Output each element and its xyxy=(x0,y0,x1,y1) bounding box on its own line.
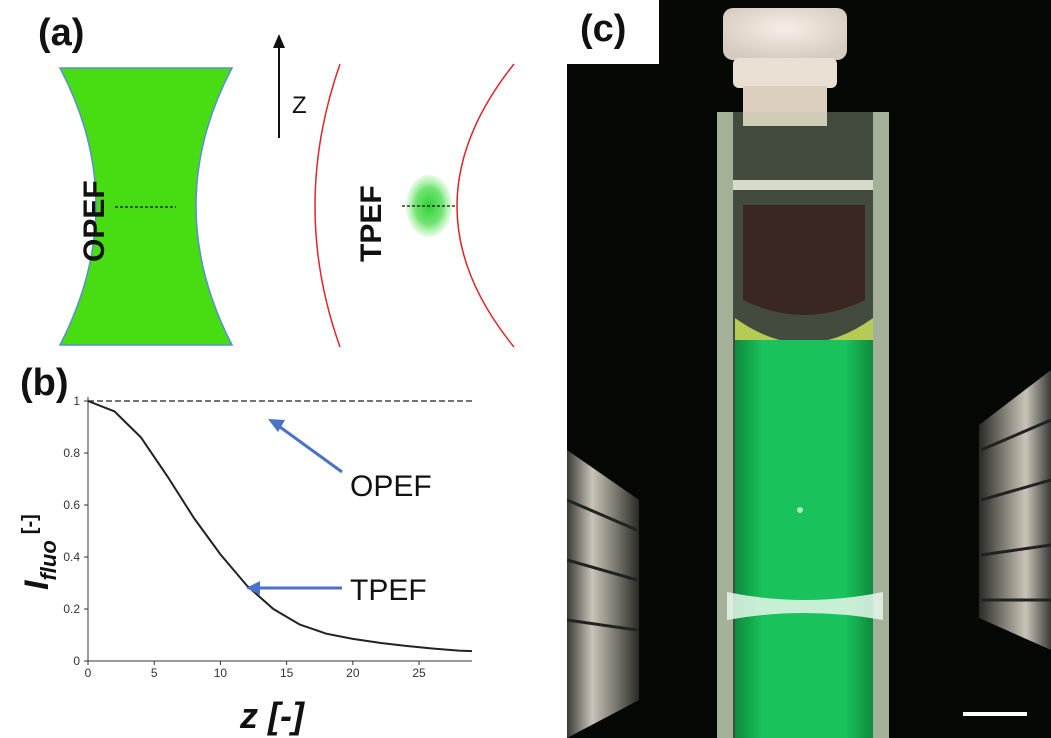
z-axis-label: Z xyxy=(292,92,307,119)
cuvette-photo xyxy=(567,0,1051,738)
panel-c-label-background xyxy=(567,0,659,64)
x-tick-label: 5 xyxy=(151,666,158,680)
tpef-point xyxy=(797,507,803,513)
y-tick-label: 0.6 xyxy=(63,498,80,512)
tpef-arrowhead xyxy=(246,581,260,595)
x-tick-label: 25 xyxy=(412,666,426,680)
series-line-tpef xyxy=(87,400,473,653)
opef-arrowhead xyxy=(268,419,285,432)
y-title-unit: [-] xyxy=(19,514,41,534)
fluorescent-solution xyxy=(735,340,873,738)
y-title-main: I xyxy=(18,579,56,590)
scale-bar xyxy=(963,712,1027,716)
tpef-beam-right-edge xyxy=(456,63,515,348)
opef-arrow-line xyxy=(279,425,343,474)
y-title-sub: fluo xyxy=(36,540,61,580)
cuvette-cap xyxy=(723,8,847,126)
y-tick-label: 0.2 xyxy=(63,602,80,616)
tpef-beam-left-edge xyxy=(314,63,341,348)
x-tick-label: 0 xyxy=(85,666,92,680)
chart-annotation-tpef: TPEF xyxy=(350,574,427,607)
panel-c-label: (c) xyxy=(580,8,627,50)
laser-beam-waist xyxy=(727,592,883,620)
chart-annotation-opef: OPEF xyxy=(350,470,432,503)
tpef-label: TPEF xyxy=(355,185,388,262)
opef-label: OPEF xyxy=(78,180,111,262)
figure-panels-ab: OPEF Z TPEF 0 5 10 15 20 25 0 0.2 0.4 0.6 0.8 1 OPE… xyxy=(18,34,515,736)
x-title-main: z xyxy=(239,695,258,736)
panel-b-label: (b) xyxy=(20,362,69,404)
left-objective-lens xyxy=(567,450,639,738)
y-tick-label: 0 xyxy=(73,654,80,668)
x-tick-label: 20 xyxy=(346,666,360,680)
chart-x-axis-title: z [-] xyxy=(239,695,305,736)
cuvette-photo-illustration xyxy=(567,8,1051,738)
chart-y-axis-title: Ifluo [-] xyxy=(18,514,61,590)
right-objective-lens xyxy=(979,370,1051,650)
cuvette-stopper xyxy=(743,205,865,315)
panel-a-label: (a) xyxy=(38,12,85,54)
y-tick-label: 0.8 xyxy=(63,446,80,460)
x-tick-label: 10 xyxy=(214,666,228,680)
z-axis-arrowhead xyxy=(273,34,285,48)
x-tick-label: 15 xyxy=(280,666,294,680)
fluorescence-chart: 0 5 10 15 20 25 0 0.2 0.4 0.6 0.8 1 xyxy=(63,394,473,680)
y-tick-label: 0.4 xyxy=(63,550,80,564)
x-title-unit: [-] xyxy=(267,695,305,736)
y-tick-label: 1 xyxy=(73,394,80,408)
